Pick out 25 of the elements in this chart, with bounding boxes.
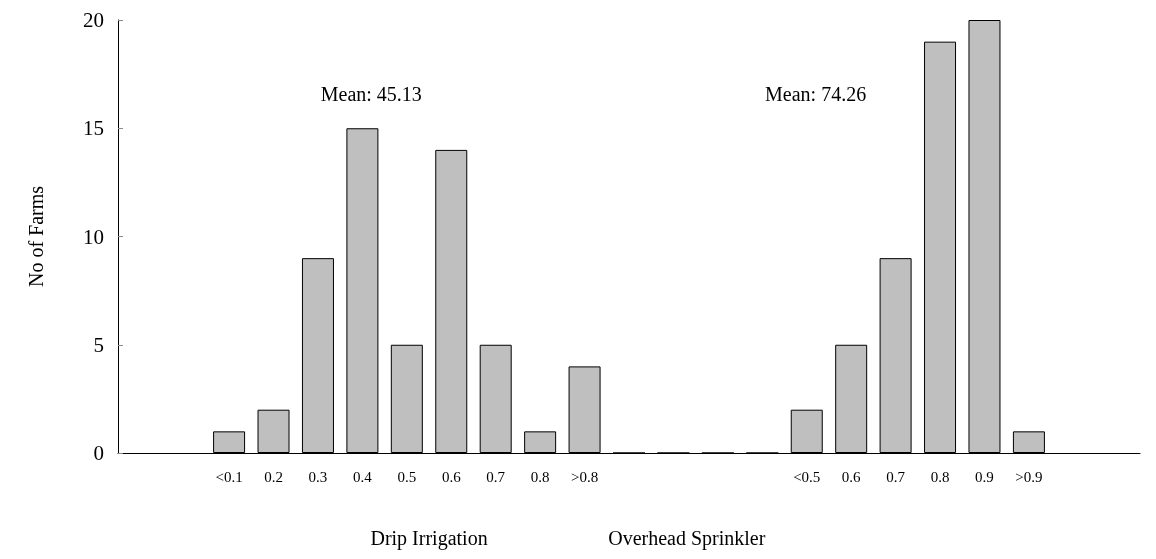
text: Overhead Sprinkler: [608, 527, 766, 550]
x-tick-label: 0.6: [841, 468, 862, 485]
x-tick-label: >0.8: [570, 468, 599, 485]
y-tick-label: 0: [93, 441, 104, 465]
annotation: Mean: 74.26: [765, 82, 867, 105]
x-tick-label: >0.9: [1015, 468, 1043, 485]
x-tick-label: 0.8: [530, 468, 550, 485]
x-tick-label: 0.6: [441, 468, 462, 485]
x-tick-label: 0.7: [886, 468, 906, 485]
y-tick-label: 5: [93, 332, 104, 357]
annotation: Mean: 45.13: [320, 82, 422, 105]
x-tick-label: 0.5: [397, 468, 417, 485]
x-tick-label: 0.3: [308, 468, 328, 485]
x-tick-label: 0.9: [975, 468, 994, 485]
x-tick-label: 0.4: [353, 468, 373, 485]
y-tick-label: 15: [83, 116, 104, 141]
x-tick-label: 0.2: [264, 468, 283, 485]
text: Drip Irrigation: [370, 527, 488, 550]
x-tick-label: 0.7: [486, 468, 506, 485]
y-axis-title: No of Farms: [25, 185, 47, 288]
x-tick-label: 0.8: [930, 468, 950, 485]
y-tick-label: 10: [83, 224, 104, 249]
y-tick-label: 20: [83, 8, 104, 32]
x-tick-label: <0.1: [215, 468, 243, 485]
x-tick-label: <0.5: [793, 468, 821, 485]
